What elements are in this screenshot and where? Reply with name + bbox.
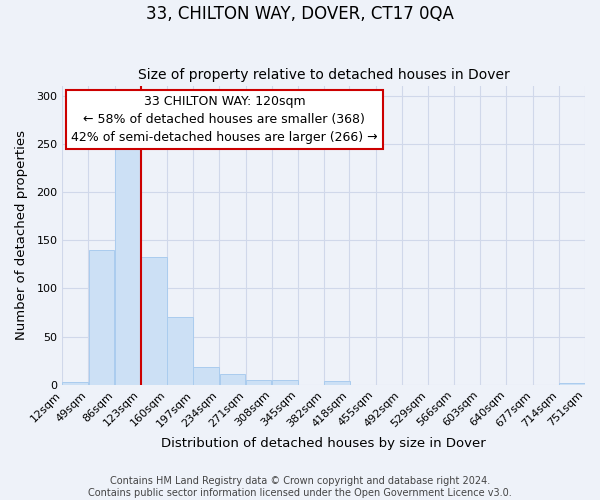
Bar bbox=[62, 382, 88, 385]
Bar bbox=[220, 374, 245, 385]
Text: 33 CHILTON WAY: 120sqm
← 58% of detached houses are smaller (368)
42% of semi-de: 33 CHILTON WAY: 120sqm ← 58% of detached… bbox=[71, 95, 377, 144]
Bar bbox=[272, 380, 298, 385]
Title: Size of property relative to detached houses in Dover: Size of property relative to detached ho… bbox=[138, 68, 509, 82]
Bar bbox=[245, 380, 271, 385]
Text: 33, CHILTON WAY, DOVER, CT17 0QA: 33, CHILTON WAY, DOVER, CT17 0QA bbox=[146, 5, 454, 23]
Y-axis label: Number of detached properties: Number of detached properties bbox=[15, 130, 28, 340]
Bar bbox=[115, 144, 140, 385]
Bar bbox=[559, 383, 585, 385]
Bar bbox=[324, 381, 350, 385]
Bar bbox=[89, 250, 115, 385]
Bar bbox=[167, 318, 193, 385]
Text: Contains HM Land Registry data © Crown copyright and database right 2024.
Contai: Contains HM Land Registry data © Crown c… bbox=[88, 476, 512, 498]
Bar bbox=[141, 256, 167, 385]
Bar bbox=[193, 366, 219, 385]
X-axis label: Distribution of detached houses by size in Dover: Distribution of detached houses by size … bbox=[161, 437, 486, 450]
